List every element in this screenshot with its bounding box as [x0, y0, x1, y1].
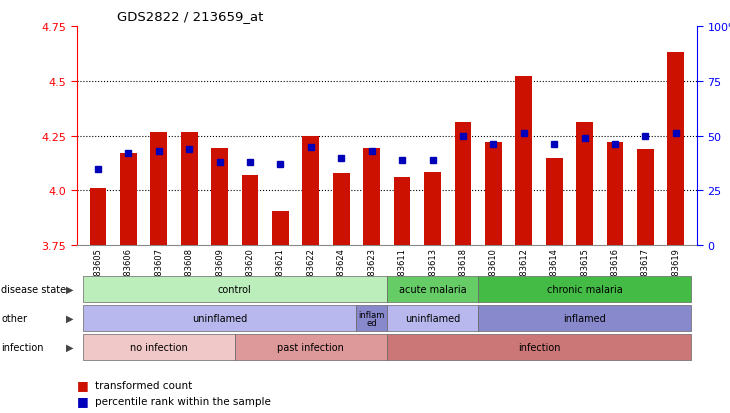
Bar [393, 178, 410, 246]
Text: uninflamed: uninflamed [192, 313, 247, 323]
Text: inflamed: inflamed [564, 313, 606, 323]
Text: ▶: ▶ [66, 313, 73, 323]
Text: percentile rank within the sample: percentile rank within the sample [95, 396, 271, 406]
Text: ■: ■ [77, 378, 88, 392]
Bar [181, 133, 198, 246]
Bar [242, 176, 258, 246]
Bar [515, 77, 532, 246]
Text: ▶: ▶ [66, 285, 73, 294]
Bar [272, 212, 289, 246]
Text: ■: ■ [77, 394, 88, 407]
Text: acute malaria: acute malaria [399, 285, 466, 294]
Text: GDS2822 / 213659_at: GDS2822 / 213659_at [117, 10, 264, 23]
Text: ▶: ▶ [66, 342, 73, 352]
Bar [90, 189, 107, 246]
Text: other: other [1, 313, 28, 323]
Bar [637, 150, 654, 246]
Bar [607, 143, 623, 246]
Bar [333, 173, 350, 246]
Text: infection: infection [1, 342, 44, 352]
Bar [667, 53, 684, 246]
Bar [424, 173, 441, 246]
Text: disease state: disease state [1, 285, 66, 294]
Bar [485, 143, 502, 246]
Bar [546, 158, 563, 246]
Bar [455, 123, 472, 246]
Bar [211, 148, 228, 246]
Text: uninflamed: uninflamed [405, 313, 460, 323]
Bar [150, 133, 167, 246]
Bar [302, 136, 319, 246]
Text: transformed count: transformed count [95, 380, 192, 390]
Text: no infection: no infection [130, 342, 188, 352]
Text: control: control [218, 285, 252, 294]
Text: inflam
ed: inflam ed [358, 310, 385, 327]
Text: chronic malaria: chronic malaria [547, 285, 623, 294]
Text: past infection: past infection [277, 342, 345, 352]
Bar [364, 148, 380, 246]
Bar [576, 123, 593, 246]
Text: infection: infection [518, 342, 560, 352]
Bar [120, 154, 137, 246]
